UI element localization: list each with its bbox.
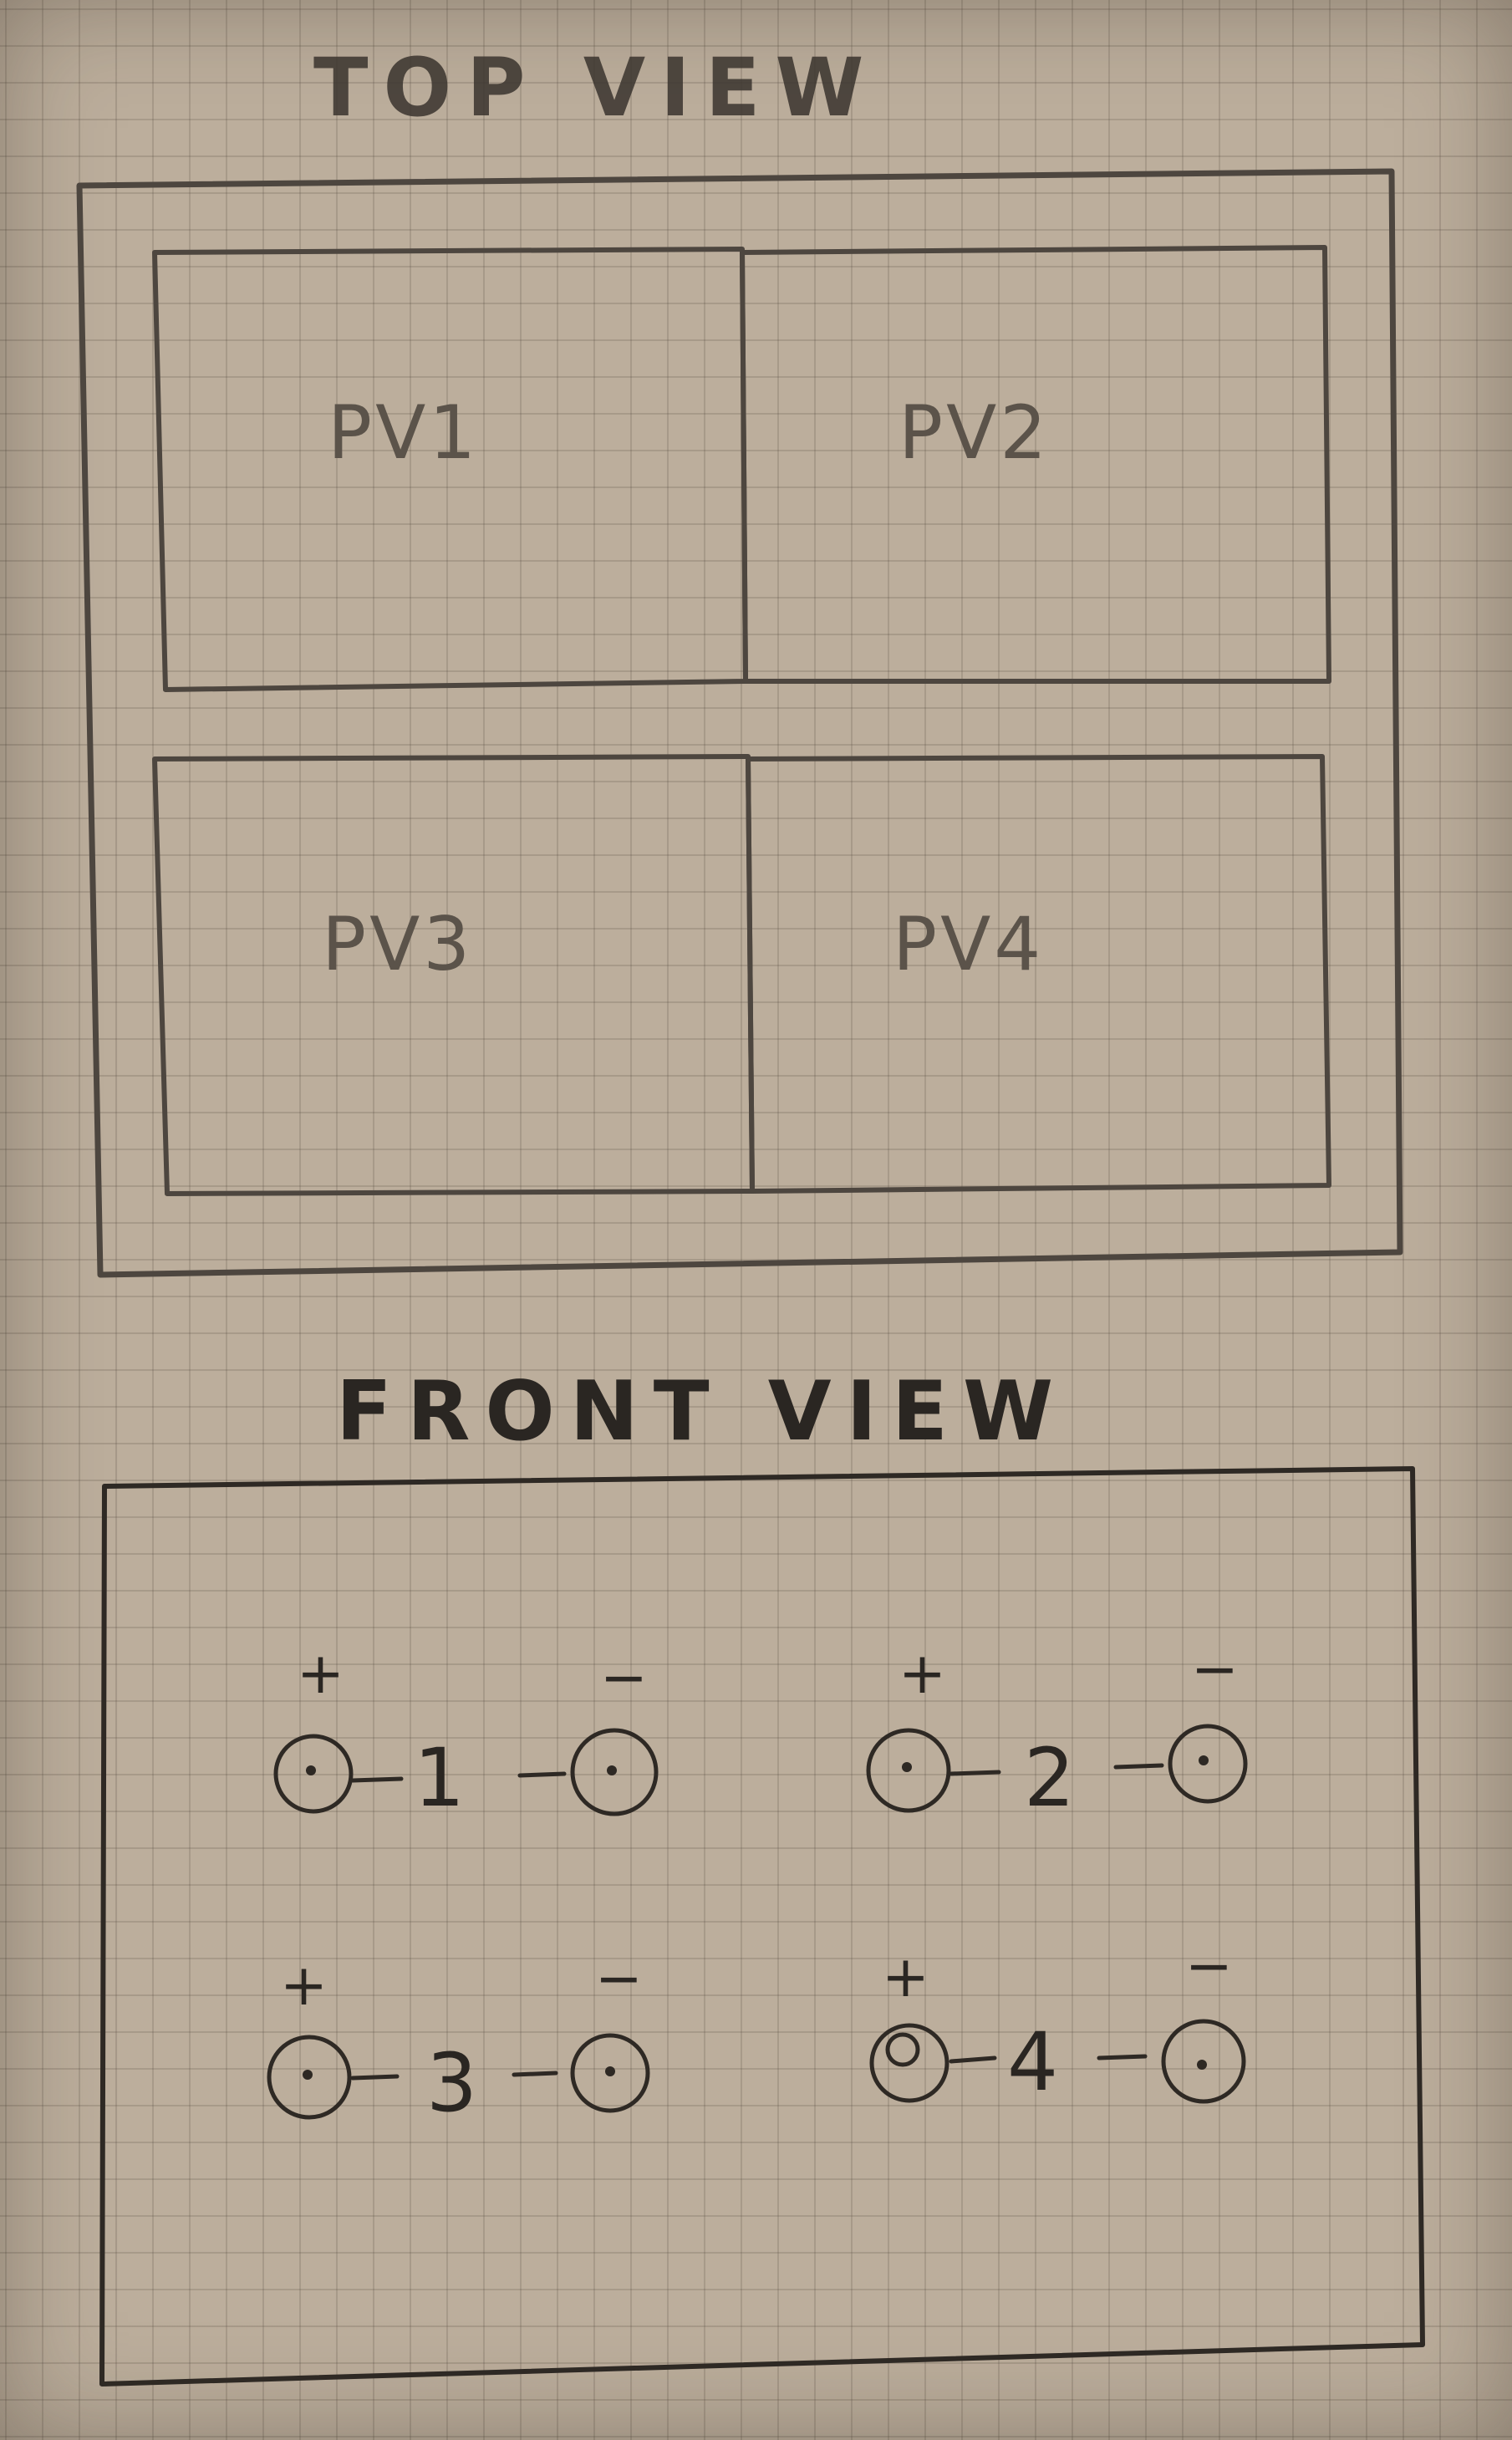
negative-terminal xyxy=(1161,2019,1246,2104)
minus-sign: − xyxy=(1185,1933,1233,1999)
panel-label-pv3: PV3 xyxy=(322,901,473,987)
top-view-outer-frame xyxy=(76,168,1403,1278)
terminal-dot xyxy=(607,1765,617,1775)
terminal-dot xyxy=(902,1762,912,1772)
plus-sign: + xyxy=(280,1953,328,2019)
positive-terminal xyxy=(866,1728,951,1813)
minus-sign: − xyxy=(595,1946,643,2012)
front-view-title: FRONT VIEW xyxy=(336,1364,1068,1459)
panel-label-pv4: PV4 xyxy=(893,901,1044,987)
plus-sign: + xyxy=(882,1944,929,2010)
wire-dash xyxy=(512,2071,558,2077)
connector-pair-1: + − 1 xyxy=(273,1641,659,1825)
wire-dash xyxy=(1097,2054,1148,2061)
connector-number-3: 3 xyxy=(426,2036,477,2130)
plus-sign: + xyxy=(297,1641,344,1707)
terminal-dot xyxy=(1197,2060,1207,2070)
wire-dash xyxy=(350,2074,400,2081)
wire-dash xyxy=(949,1770,1001,1776)
connector-number-1: 1 xyxy=(414,1731,465,1825)
pv-panel-4: PV4 xyxy=(746,754,1331,1194)
positive-terminal xyxy=(267,2035,352,2120)
positive-terminal xyxy=(869,2023,949,2103)
top-view-title: TOP VIEW xyxy=(313,41,878,135)
connector-number-4: 4 xyxy=(1007,2015,1058,2109)
minus-sign: − xyxy=(600,1645,648,1711)
connector-pair-2: + − 2 xyxy=(866,1637,1248,1825)
pv-panel-2: PV2 xyxy=(740,245,1331,684)
pv-panel-3: PV3 xyxy=(152,754,755,1196)
wire-dash xyxy=(949,2055,997,2064)
terminal-dot xyxy=(303,2070,313,2080)
wire-dash xyxy=(350,1776,404,1783)
wire-dash xyxy=(1113,1763,1164,1770)
front-view-frame xyxy=(99,1466,1425,2387)
negative-terminal xyxy=(570,2033,650,2113)
wire-dash xyxy=(517,1771,567,1778)
positive-terminal xyxy=(273,1734,354,1814)
terminal-dot xyxy=(605,2066,615,2076)
positive-terminal-inner xyxy=(885,2032,920,2067)
panel-label-pv1: PV1 xyxy=(328,390,479,476)
connector-number-2: 2 xyxy=(1024,1731,1075,1825)
terminal-dot xyxy=(306,1765,316,1775)
connector-pair-4: + − 4 xyxy=(869,1933,1246,2109)
negative-terminal xyxy=(570,1728,659,1816)
plus-sign: + xyxy=(899,1641,946,1707)
connector-pair-3: + − 3 xyxy=(267,1946,650,2130)
pv-panel-1: PV1 xyxy=(152,247,748,692)
negative-terminal xyxy=(1168,1724,1248,1804)
minus-sign: − xyxy=(1191,1637,1239,1703)
terminal-dot xyxy=(1199,1755,1209,1765)
panel-label-pv2: PV2 xyxy=(899,390,1050,476)
